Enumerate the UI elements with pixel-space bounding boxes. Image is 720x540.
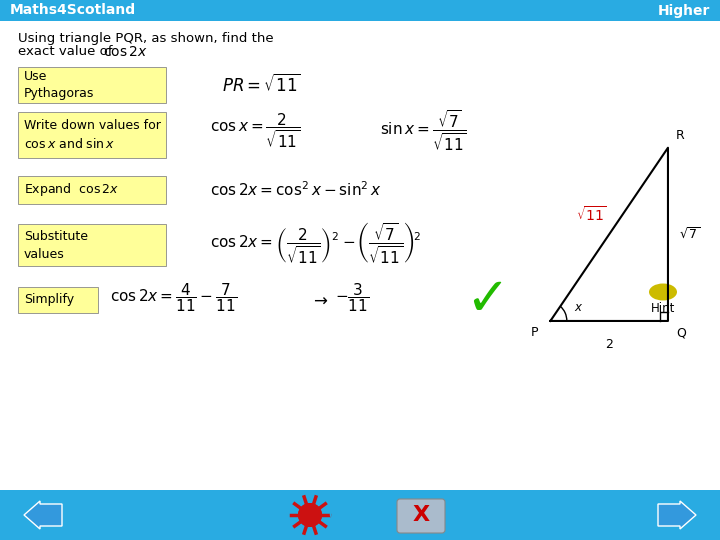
Bar <box>0 490 720 540</box>
Bar <box>18 67 166 103</box>
Text: Higher: Higher <box>657 3 710 17</box>
Text: ✓: ✓ <box>465 274 509 326</box>
Bar <box>0 0 720 21</box>
Text: $\cos 2x$: $\cos 2x$ <box>103 45 148 59</box>
Ellipse shape <box>649 284 677 300</box>
Text: $\cos 2x = \dfrac{4}{11} - \dfrac{7}{11}$: $\cos 2x = \dfrac{4}{11} - \dfrac{7}{11}… <box>110 282 237 314</box>
Text: Expand  $\cos 2x$: Expand $\cos 2x$ <box>24 181 120 199</box>
Text: X: X <box>413 505 430 525</box>
Text: Q: Q <box>676 326 686 339</box>
Text: $\rightarrow$: $\rightarrow$ <box>310 291 328 309</box>
FancyBboxPatch shape <box>397 499 445 533</box>
Text: Quit: Quit <box>328 509 356 522</box>
Text: Next: Next <box>604 509 635 522</box>
Text: Quit: Quit <box>248 509 276 522</box>
Text: $\cos 2x = \left(\dfrac{2}{\sqrt{11}}\right)^2 - \left(\dfrac{\sqrt{7}}{\sqrt{11: $\cos 2x = \left(\dfrac{2}{\sqrt{11}}\ri… <box>210 220 421 266</box>
Text: $x$: $x$ <box>574 301 583 314</box>
Text: Substitute
values: Substitute values <box>24 230 88 260</box>
Text: $\sqrt{7}$: $\sqrt{7}$ <box>678 227 700 242</box>
Text: Simplify: Simplify <box>24 294 74 307</box>
Text: Write down values for
$\cos x$ and $\sin x$: Write down values for $\cos x$ and $\sin… <box>24 119 161 151</box>
Text: Hint: Hint <box>651 301 675 314</box>
Circle shape <box>298 503 322 527</box>
Text: Use
Pythagoras: Use Pythagoras <box>24 70 94 100</box>
Text: Maths4Scotland: Maths4Scotland <box>10 3 136 17</box>
Text: $\sin x = \dfrac{\sqrt{7}}{\sqrt{11}}$: $\sin x = \dfrac{\sqrt{7}}{\sqrt{11}}$ <box>380 109 467 153</box>
Bar <box>18 176 166 204</box>
Text: $\sqrt{11}$: $\sqrt{11}$ <box>576 205 607 224</box>
Text: $PR = \sqrt{11}$: $PR = \sqrt{11}$ <box>222 74 301 96</box>
FancyArrow shape <box>658 501 696 529</box>
Text: Using triangle PQR, as shown, find the: Using triangle PQR, as shown, find the <box>18 32 274 45</box>
Bar <box>18 287 98 313</box>
Circle shape <box>298 503 322 527</box>
Text: P: P <box>531 326 539 339</box>
Text: $-\dfrac{3}{11}$: $-\dfrac{3}{11}$ <box>335 282 369 314</box>
Text: $\cos 2x = \cos^2 x - \sin^2 x$: $\cos 2x = \cos^2 x - \sin^2 x$ <box>210 181 382 199</box>
Text: $\cos x = \dfrac{2}{\sqrt{11}}$: $\cos x = \dfrac{2}{\sqrt{11}}$ <box>210 112 300 150</box>
Text: 2: 2 <box>606 338 613 351</box>
Bar <box>18 224 166 266</box>
Text: Previous: Previous <box>90 509 146 522</box>
Bar <box>18 112 166 158</box>
FancyArrow shape <box>24 501 62 529</box>
Text: exact value of: exact value of <box>18 45 121 58</box>
Text: R: R <box>676 130 685 143</box>
